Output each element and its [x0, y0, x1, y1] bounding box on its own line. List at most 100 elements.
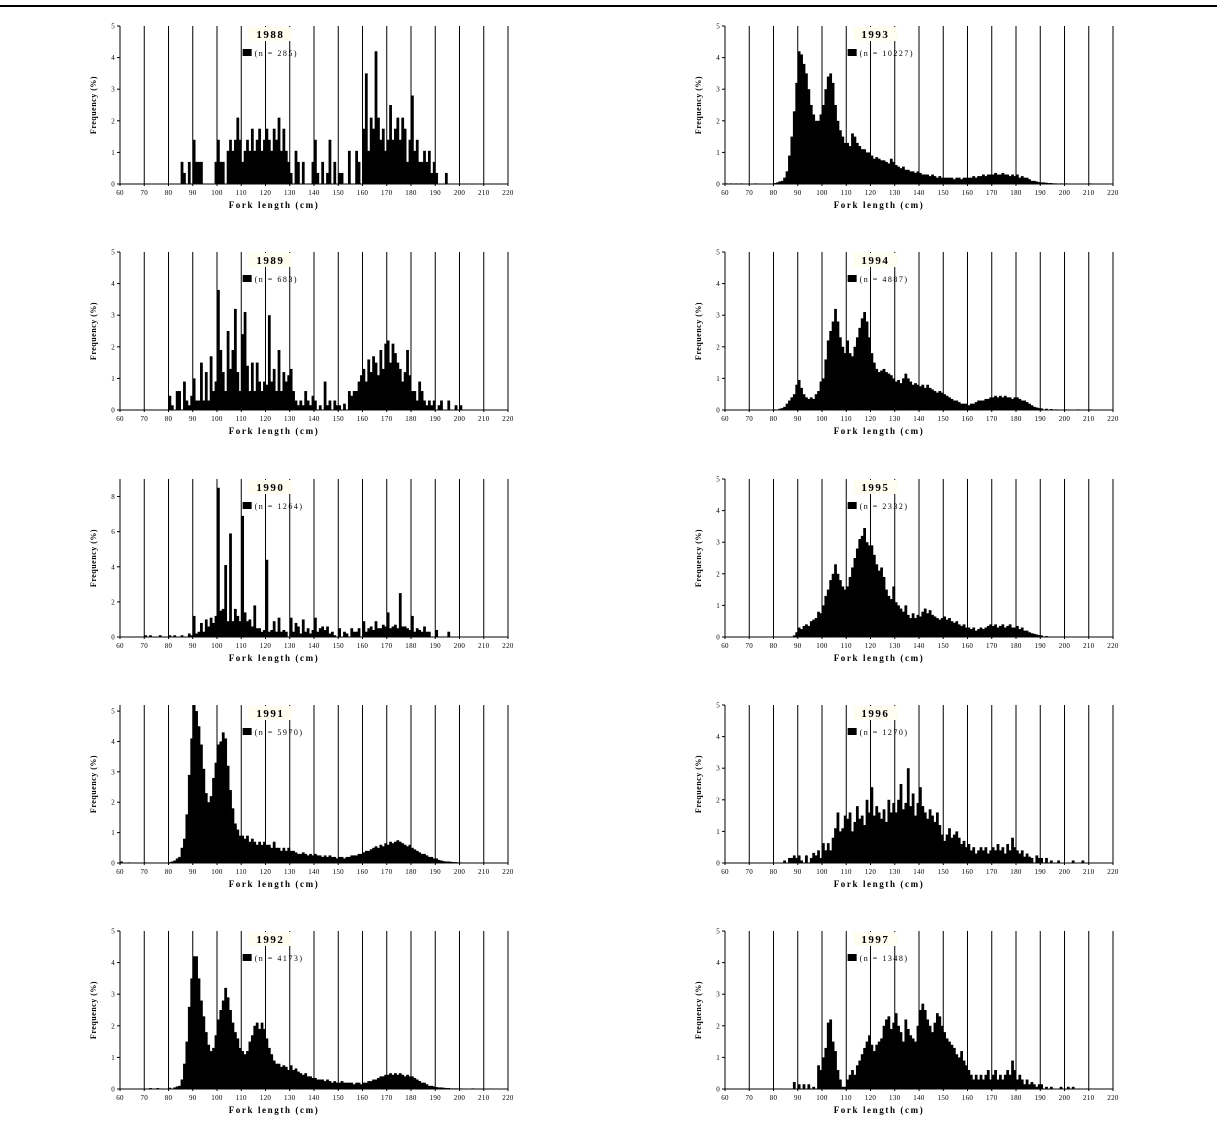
- bar-1997-180: [1016, 1079, 1019, 1089]
- bar-1993-135: [906, 169, 910, 184]
- y-tick-label: 4: [111, 563, 115, 571]
- x-tick-label: 140: [308, 1094, 320, 1102]
- bar-1992-162: [367, 1081, 371, 1089]
- bar-1993-187: [1032, 180, 1036, 184]
- bar-1989-198: [454, 405, 458, 410]
- bar-1996-106: [836, 812, 840, 863]
- bar-1994-92: [802, 394, 806, 410]
- x-tick-label: 210: [1083, 868, 1095, 876]
- bar-1995-105: [834, 564, 837, 637]
- y-tick-label: 0: [716, 634, 720, 642]
- bar-1997-135: [906, 1028, 910, 1089]
- bar-1991-123: [272, 841, 276, 863]
- x-axis-label: Fork length (cm): [834, 879, 925, 889]
- bar-1989-175: [398, 368, 402, 410]
- x-tick-label: 170: [986, 642, 998, 650]
- bar-1989-188: [430, 405, 434, 410]
- bar-1997-181: [1018, 1074, 1022, 1089]
- bar-1997-153: [950, 1044, 954, 1089]
- bar-1990-146: [328, 633, 332, 637]
- bar-1992-100: [217, 1019, 220, 1089]
- bar-1990-169: [384, 626, 388, 637]
- bar-1993-166: [982, 174, 985, 184]
- bar-1990-94: [202, 631, 206, 637]
- x-tick-label: 120: [260, 642, 272, 650]
- bar-1996-186: [1030, 857, 1034, 863]
- bar-1993-129: [892, 161, 896, 184]
- bar-1996-90: [797, 855, 801, 863]
- bar-1993-177: [1008, 176, 1012, 184]
- x-tick-label: 150: [938, 189, 950, 197]
- x-tick-label: 210: [478, 642, 490, 650]
- x-tick-label: 220: [1107, 189, 1119, 197]
- bar-1992-178: [406, 1074, 409, 1089]
- y-tick-label: 0: [111, 181, 115, 189]
- bar-1991-120: [265, 844, 269, 863]
- bar-1995-146: [933, 616, 937, 637]
- bar-1994-168: [986, 398, 990, 410]
- y-tick-label: 3: [111, 86, 115, 94]
- bar-1988-194: [444, 172, 448, 184]
- bar-1991-163: [369, 849, 373, 863]
- bar-1993-160: [967, 177, 971, 184]
- bar-1991-91: [195, 711, 198, 863]
- bar-1994-167: [984, 398, 988, 410]
- bar-1993-88: [792, 111, 796, 184]
- x-tick-label: 180: [405, 415, 417, 423]
- bar-1992-80: [168, 1087, 172, 1089]
- bar-1992-84: [178, 1085, 181, 1089]
- bar-1997-167: [984, 1074, 988, 1089]
- y-tick-label: 4: [111, 959, 115, 967]
- bar-1988-109: [238, 139, 242, 184]
- x-tick-label: 60: [116, 415, 124, 423]
- bar-1991-177: [403, 844, 407, 863]
- bar-1997-132: [899, 1032, 903, 1089]
- bar-1993-165: [979, 176, 983, 184]
- bar-1996-188: [1035, 855, 1039, 863]
- bar-1997-149: [940, 1025, 944, 1089]
- bar-1989-131: [292, 391, 295, 410]
- bar-1990-103: [224, 565, 228, 637]
- bar-1995-147: [935, 618, 939, 637]
- bar-1994-151: [945, 395, 949, 410]
- bar-1991-157: [355, 855, 358, 863]
- bar-1996-149: [940, 834, 944, 863]
- bar-1993-113: [853, 136, 857, 184]
- bar-1994-148: [938, 391, 942, 410]
- bar-1994-102: [826, 340, 830, 410]
- bar-1990-170: [386, 612, 390, 637]
- bar-1993-90: [797, 51, 801, 184]
- x-tick-label: 160: [962, 1094, 974, 1102]
- bar-1997-137: [911, 1038, 915, 1089]
- legend-swatch: [242, 728, 252, 735]
- bar-1991-193: [442, 861, 446, 863]
- bar-1989-93: [200, 362, 203, 410]
- bar-1992-101: [219, 1010, 223, 1089]
- bar-1995-186: [1030, 633, 1034, 637]
- x-tick-label: 90: [189, 642, 197, 650]
- bar-1996-117: [863, 825, 866, 863]
- y-tick-label: 1: [111, 1054, 115, 1062]
- bar-1991-191: [437, 859, 441, 863]
- bar-1992-85: [180, 1079, 184, 1089]
- bar-1991-144: [323, 855, 327, 863]
- x-tick-label: 100: [816, 415, 828, 423]
- bar-1991-115: [253, 841, 257, 863]
- bar-1997-142: [923, 1010, 927, 1089]
- bar-1994-128: [889, 375, 893, 410]
- bar-1990-88: [187, 633, 191, 637]
- bar-1997-138: [914, 1041, 917, 1089]
- x-tick-label: 130: [889, 415, 901, 423]
- x-tick-label: 210: [1083, 415, 1095, 423]
- bar-1988-90: [192, 139, 196, 184]
- bar-1992-188: [430, 1085, 434, 1089]
- bar-1994-155: [955, 400, 959, 410]
- bar-1995-130: [894, 602, 898, 637]
- bar-1996-146: [933, 821, 937, 863]
- bar-1989-80: [168, 395, 172, 410]
- x-tick-label: 170: [986, 1094, 998, 1102]
- bar-1997-131: [897, 1025, 900, 1089]
- bar-1996-138: [914, 815, 917, 863]
- bar-1995-148: [938, 619, 942, 637]
